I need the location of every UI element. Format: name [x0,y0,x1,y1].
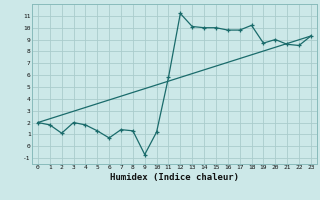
X-axis label: Humidex (Indice chaleur): Humidex (Indice chaleur) [110,173,239,182]
